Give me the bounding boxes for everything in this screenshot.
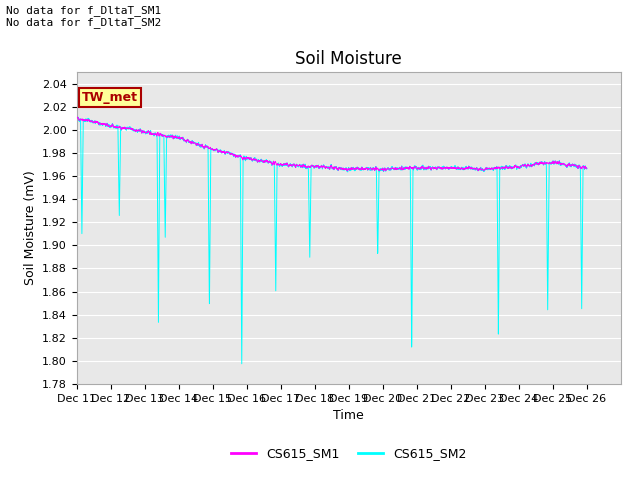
CS615_SM1 [73, 115, 81, 120]
CS615_SM2 [131, 127, 139, 132]
CS615_SM2 [291, 162, 299, 168]
CS615_SM2 [238, 361, 246, 367]
CS615_SM1 [73, 114, 81, 120]
CS615_SM1 [161, 133, 169, 139]
CS615_SM2 [161, 223, 169, 229]
Y-axis label: Soil Moisture (mV): Soil Moisture (mV) [24, 170, 36, 286]
Line: CS615_SM1: CS615_SM1 [77, 117, 587, 171]
CS615_SM1 [583, 165, 591, 171]
CS615_SM2 [583, 166, 591, 172]
Text: No data for f_DltaT_SM1
No data for f_DltaT_SM2: No data for f_DltaT_SM1 No data for f_Dl… [6, 5, 162, 28]
CS615_SM1 [269, 162, 276, 168]
CS615_SM1 [380, 168, 387, 174]
CS615_SM2 [518, 162, 526, 168]
CS615_SM1 [518, 162, 526, 168]
CS615_SM2 [73, 116, 81, 122]
Line: CS615_SM2: CS615_SM2 [77, 117, 587, 364]
CS615_SM2 [573, 163, 581, 168]
CS615_SM2 [269, 161, 276, 167]
Title: Soil Moisture: Soil Moisture [296, 49, 402, 68]
CS615_SM2 [74, 114, 81, 120]
X-axis label: Time: Time [333, 409, 364, 422]
CS615_SM1 [131, 127, 139, 133]
Text: TW_met: TW_met [82, 91, 138, 104]
CS615_SM1 [573, 163, 581, 168]
Legend: CS615_SM1, CS615_SM2: CS615_SM1, CS615_SM2 [226, 442, 472, 465]
CS615_SM1 [291, 162, 298, 168]
